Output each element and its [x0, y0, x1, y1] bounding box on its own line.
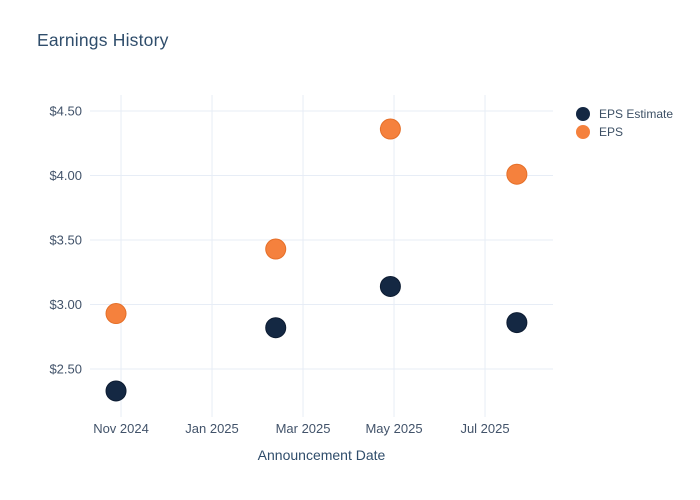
point-eps-estimate[interactable] — [379, 275, 401, 297]
x-tick-label: May 2025 — [365, 421, 422, 436]
y-tick-label: $3.50 — [49, 233, 82, 248]
x-tick-label: Jan 2025 — [185, 421, 239, 436]
point-eps-estimate[interactable] — [105, 380, 127, 402]
point-eps[interactable] — [105, 303, 127, 325]
eps-estimate-marker-icon — [576, 106, 590, 121]
y-tick-label: $4.00 — [49, 168, 82, 183]
y-tick-label: $4.50 — [49, 103, 82, 118]
point-eps[interactable] — [379, 118, 401, 140]
point-eps-estimate[interactable] — [506, 312, 528, 334]
x-axis-title: Announcement Date — [257, 447, 386, 463]
point-eps[interactable] — [506, 163, 528, 185]
x-tick-label: Jul 2025 — [460, 421, 509, 436]
y-tick-label: $2.50 — [49, 362, 82, 377]
chart-title: Earnings History — [37, 30, 169, 50]
legend-label-eps-estimate: EPS Estimate — [599, 106, 674, 121]
legend: EPS Estimate EPS — [576, 105, 673, 141]
legend-item-eps[interactable]: EPS — [576, 123, 673, 140]
y-tick-label: $3.00 — [49, 297, 82, 312]
x-tick-label: Nov 2024 — [93, 421, 149, 436]
point-eps[interactable] — [265, 238, 287, 260]
legend-label-eps: EPS — [599, 124, 624, 139]
point-eps-estimate[interactable] — [265, 317, 287, 339]
data-points — [105, 118, 528, 402]
eps-marker-icon — [576, 124, 590, 139]
gridlines — [90, 95, 553, 417]
legend-item-eps-estimate[interactable]: EPS Estimate — [576, 105, 673, 122]
tick-labels: $2.50 $3.00 $3.50 $4.00 $4.50 Nov 2024 Jan 202… — [49, 103, 509, 436]
x-tick-label: Mar 2025 — [276, 421, 331, 436]
